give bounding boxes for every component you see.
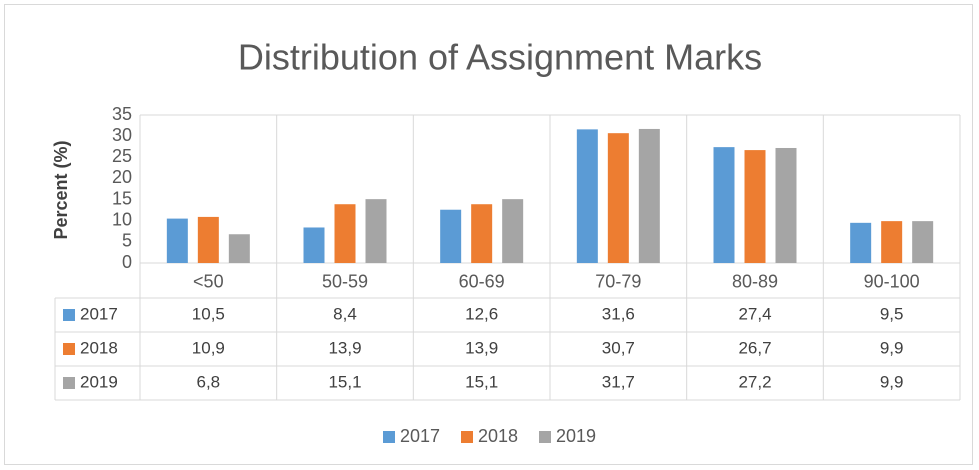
y-tick-label: 20: [112, 167, 132, 187]
bar: [365, 199, 387, 263]
table-value: 15,1: [328, 372, 361, 391]
bar: [228, 234, 250, 263]
bar: [638, 128, 660, 263]
y-tick-label: 30: [112, 125, 132, 145]
bar: [881, 221, 903, 263]
y-tick-label: 35: [112, 104, 132, 124]
table-series-name: 2018: [80, 338, 118, 357]
table-value: 15,1: [465, 372, 498, 391]
table-value: 12,6: [465, 304, 498, 323]
table-value: 30,7: [602, 338, 635, 357]
y-tick-label: 15: [112, 188, 132, 208]
bar: [197, 216, 219, 263]
y-tick-label: 10: [112, 209, 132, 229]
bar: [607, 133, 629, 263]
table-value: 9,9: [880, 372, 904, 391]
y-tick-label: 0: [122, 252, 132, 272]
table-legend-key: [63, 309, 75, 321]
x-tick-label: 60-69: [459, 271, 505, 291]
legend-key: [383, 431, 395, 443]
bar: [775, 147, 797, 263]
legend-key: [539, 431, 551, 443]
bar: [713, 147, 735, 263]
y-axis-label: Percent (%): [51, 140, 71, 239]
table-value: 13,9: [328, 338, 361, 357]
table-value: 10,5: [192, 304, 225, 323]
bar: [502, 199, 524, 263]
bar: [850, 222, 872, 263]
x-tick-label: <50: [193, 271, 224, 291]
bar: [334, 204, 356, 263]
table-value: 26,7: [738, 338, 771, 357]
bar: [471, 204, 493, 263]
table-value: 6,8: [197, 372, 221, 391]
table-value: 10,9: [192, 338, 225, 357]
x-tick-label: 70-79: [595, 271, 641, 291]
table-value: 9,5: [880, 304, 904, 323]
bar: [440, 209, 462, 263]
y-tick-label: 25: [112, 146, 132, 166]
table-value: 9,9: [880, 338, 904, 357]
bar: [166, 218, 188, 263]
table-series-name: 2017: [80, 304, 118, 323]
table-value: 27,4: [738, 304, 771, 323]
legend-label: 2017: [400, 426, 440, 446]
legend-key: [461, 431, 473, 443]
table-value: 31,7: [602, 372, 635, 391]
bar: [576, 129, 598, 263]
table-value: 27,2: [738, 372, 771, 391]
bar: [912, 221, 934, 263]
chart-title: Distribution of Assignment Marks: [238, 37, 762, 78]
x-tick-label: 80-89: [732, 271, 778, 291]
y-tick-label: 5: [122, 231, 132, 251]
x-tick-label: 90-100: [864, 271, 920, 291]
table-legend-key: [63, 343, 75, 355]
table-value: 13,9: [465, 338, 498, 357]
bar: [744, 150, 766, 263]
legend-label: 2018: [478, 426, 518, 446]
table-legend-key: [63, 377, 75, 389]
table-value: 31,6: [602, 304, 635, 323]
table-series-name: 2019: [80, 372, 118, 391]
bar: [303, 227, 325, 263]
legend-label: 2019: [556, 426, 596, 446]
x-tick-label: 50-59: [322, 271, 368, 291]
table-value: 8,4: [333, 304, 357, 323]
